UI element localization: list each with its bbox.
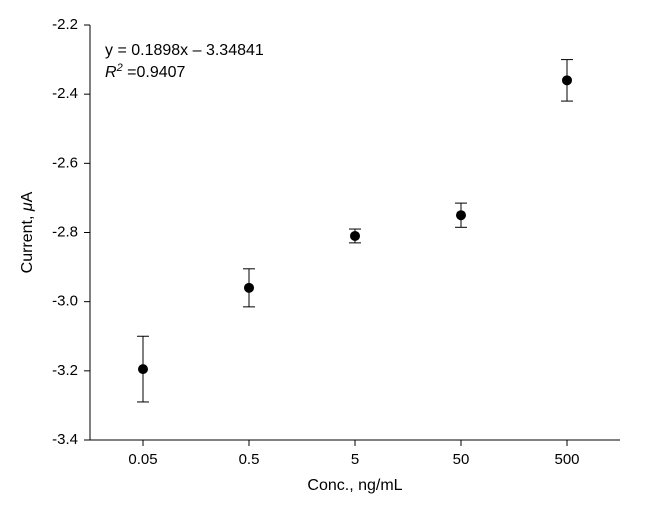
y-tick-label: -3.4 (52, 431, 78, 448)
y-tick-label: -2.8 (52, 223, 78, 240)
x-tick-label: 50 (453, 451, 470, 468)
chart-svg: -2.2 -2.4 -2.6 -2.8 -3.0 -3.2 -3.4 0.05 0.5 5 50 50… (0, 0, 650, 514)
x-axis-label: Conc., ng/mL (307, 477, 402, 494)
x-tick-label: 500 (554, 451, 579, 468)
y-tick-label: -3.0 (52, 293, 78, 310)
current-vs-concentration-chart: -2.2 -2.4 -2.6 -2.8 -3.0 -3.2 -3.4 0.05 0.5 5 50 50… (0, 0, 650, 514)
y-tick-label: -3.2 (52, 362, 78, 379)
data-point (243, 269, 255, 307)
y-axis-label: Current, μA (19, 191, 36, 273)
data-point (561, 60, 573, 102)
fit-r2: R2 =0.9407 (105, 62, 186, 81)
x-tick-label: 0.5 (239, 451, 260, 468)
fit-equation: y = 0.1898x – 3.34841 (105, 42, 264, 59)
y-tick-label: -2.2 (52, 16, 78, 33)
x-tick-label: 5 (351, 451, 359, 468)
y-tick-label: -2.6 (52, 154, 78, 171)
data-point (349, 229, 361, 243)
y-tick-label: -2.4 (52, 85, 78, 102)
x-tick-label: 0.05 (128, 451, 157, 468)
data-point (455, 203, 467, 227)
data-point (137, 336, 149, 402)
